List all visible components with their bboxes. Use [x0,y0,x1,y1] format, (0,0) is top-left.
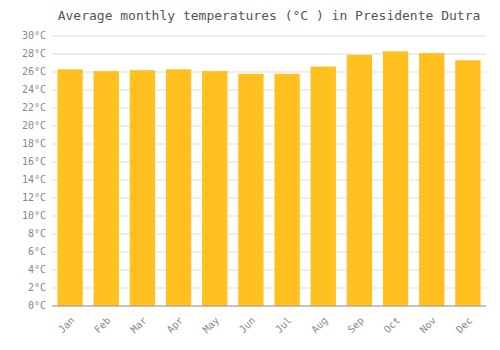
grid-line [52,36,486,37]
grid-line [52,306,486,307]
bar [238,74,263,306]
title: Average monthly temperatures (°C ) in Pr… [58,8,481,23]
y-tick-label: 18°C [22,138,46,149]
y-tick-label: 4°C [28,264,46,275]
y-tick-label: 10°C [22,210,46,221]
y-tick-label: 6°C [28,246,46,257]
y-tick-label: 22°C [22,102,46,113]
y-tick-label: 28°C [22,48,46,59]
x-tick-label: Mar [128,315,149,336]
y-tick-label: 0°C [28,300,46,311]
bar [130,70,155,306]
x-tick-label: Jul [273,315,294,336]
x-tick-label: Nov [418,315,439,336]
bar [202,71,227,306]
bar [94,71,119,306]
bar [347,55,372,306]
x-tick-label: Jun [237,315,258,336]
grid [52,36,486,306]
bar [419,53,444,306]
bar [455,60,480,306]
x-tick-label: Aug [309,315,330,336]
x-tick-label: Dec [454,315,475,336]
x-tick-label: Jan [56,315,77,336]
bar [57,69,82,306]
y-tick-label: 16°C [22,156,46,167]
y-tick-label: 30°C [22,30,46,41]
bars [57,51,480,306]
y-tick-label: 20°C [22,120,46,131]
x-axis-line [52,306,486,307]
y-tick-label: 26°C [22,66,46,77]
y-tick-label: 2°C [28,282,46,293]
y-tick-label: 12°C [22,192,46,203]
chart: Average monthly temperatures (°C ) in Pr… [0,0,500,350]
bar [166,69,191,306]
y-tick-label: 8°C [28,228,46,239]
x-tick-label: Sep [345,315,366,336]
bar [311,67,336,306]
x-tick-label: May [201,315,222,336]
x-tick-label: Apr [165,315,186,336]
y-tick-label: 24°C [22,84,46,95]
x-tick-label: Feb [92,315,113,336]
bar [274,74,299,306]
bar [383,51,408,306]
y-tick-label: 14°C [22,174,46,185]
x-tick-label: Oct [382,315,403,336]
